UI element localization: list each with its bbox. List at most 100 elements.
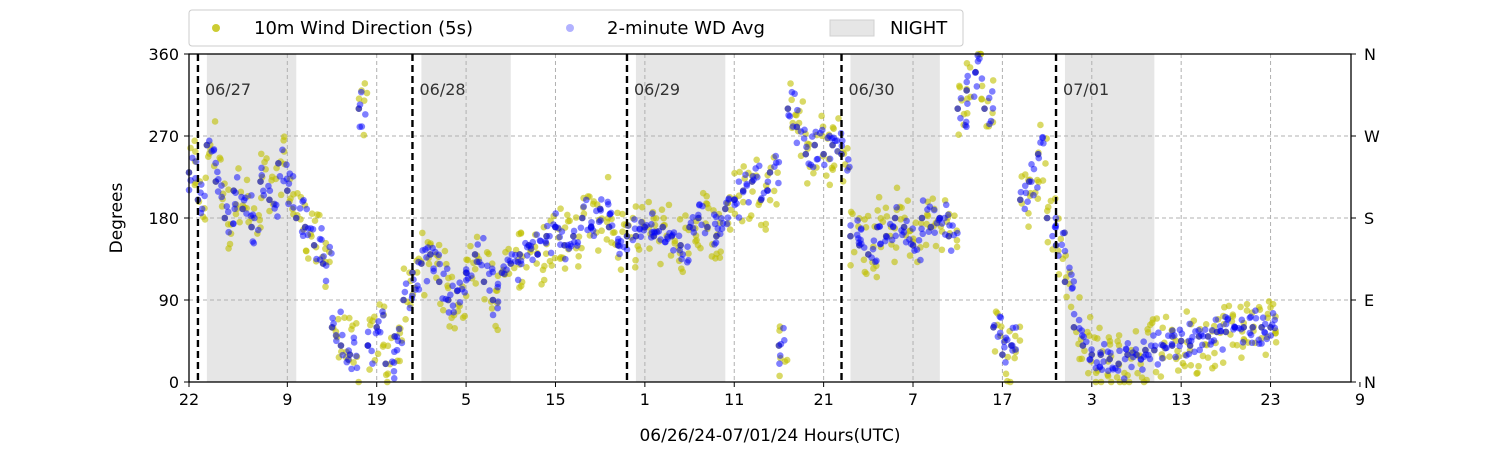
wd-avg-point-17 <box>337 342 345 349</box>
wd-5s-scatter <box>892 244 900 251</box>
wd-avg-scatter <box>589 227 597 234</box>
wd-avg-scatter <box>711 241 718 248</box>
wd-avg-scatter <box>229 220 237 227</box>
wd-avg-scatter <box>565 245 573 252</box>
wd-5s-scatter <box>1174 347 1181 355</box>
wd-avg-scatter <box>243 210 250 217</box>
wd-avg-point-9 <box>266 196 273 204</box>
wd-avg-point-26 <box>418 260 425 267</box>
wd-avg-scatter <box>339 351 347 359</box>
wd-avg-scatter <box>494 304 501 312</box>
wd-avg-scatter <box>846 163 853 171</box>
wd-avg-point-91 <box>999 351 1006 358</box>
wd-avg-scatter <box>368 347 375 355</box>
wd-avg-point-84 <box>936 214 944 222</box>
wd-avg-scatter <box>225 228 232 236</box>
wd-5s-scatter <box>697 244 704 252</box>
wd-avg-scatter <box>1187 337 1195 345</box>
wd-avg-scatter <box>1107 349 1114 357</box>
wd-avg-scatter <box>988 88 996 95</box>
wd-5s-scatter <box>1233 341 1241 349</box>
wd-avg-scatter <box>604 198 612 206</box>
wd-avg-scatter <box>1024 198 1031 206</box>
wd-5s-scatter <box>1011 354 1018 362</box>
wd-5s-scatter <box>699 189 707 197</box>
wd-5s-scatter <box>922 241 930 249</box>
wd-5s-scatter <box>539 266 547 274</box>
wd-avg-scatter <box>514 276 522 284</box>
wd-5s-scatter <box>322 283 329 291</box>
wd-5s-scatter <box>912 219 920 227</box>
wd-avg-scatter <box>1145 351 1152 359</box>
wd-avg-scatter <box>258 164 265 172</box>
wd-5s-scatter <box>998 323 1005 330</box>
wd-avg-scatter <box>976 55 983 62</box>
wd-5s-scatter <box>1153 315 1161 322</box>
wd-5s-scatter <box>421 291 428 299</box>
legend-label-night: NIGHT <box>890 18 948 39</box>
wd-5s-scatter <box>1146 321 1154 329</box>
wd-avg-scatter <box>322 262 330 269</box>
wd-5s-scatter <box>762 226 769 233</box>
wd-avg-scatter <box>478 261 485 269</box>
wd-5s-scatter <box>1081 347 1088 355</box>
wd-5s-scatter <box>787 80 794 87</box>
wd-avg-scatter <box>546 232 553 240</box>
wd-avg-scatter <box>1088 346 1095 353</box>
wd-5s-scatter <box>978 82 986 90</box>
wd-5s-scatter <box>439 306 447 314</box>
wd-5s-scatter <box>619 210 626 218</box>
wd-avg-point-32 <box>471 251 479 258</box>
wd-5s-scatter <box>883 213 891 220</box>
wd-avg-scatter <box>892 232 900 240</box>
x-axis-ticks: 22 9 19 5 15 1 11 21 7 17 3 13 23 9 <box>179 382 1365 409</box>
wd-avg-scatter <box>449 302 457 309</box>
wd-5s-scatter <box>873 273 881 281</box>
wd-5s-scatter <box>471 265 479 273</box>
wd-avg-point-99 <box>1070 324 1078 331</box>
wd-5s-scatter <box>464 256 472 264</box>
wd-5s-scatter <box>929 195 937 203</box>
wd-5s-scatter <box>747 212 755 219</box>
wd-avg-scatter <box>1140 338 1147 346</box>
wd-avg-scatter <box>1039 134 1046 142</box>
wd-avg-scatter <box>374 327 382 335</box>
wd-avg-scatter <box>776 360 783 367</box>
wd-avg-scatter <box>1139 366 1146 373</box>
wd-avg-point-111 <box>1177 337 1185 345</box>
wd-5s-scatter <box>1194 369 1201 377</box>
wd-5s-scatter <box>446 323 453 330</box>
wd-avg-scatter <box>1114 367 1122 374</box>
x-axis-label: 06/26/24-07/01/24 Hours(UTC) <box>639 426 900 446</box>
wd-5s-scatter <box>877 214 885 222</box>
wd-avg-scatter <box>547 249 555 257</box>
wd-avg-scatter <box>957 114 964 122</box>
wd-avg-scatter <box>431 248 439 256</box>
wd-avg-scatter <box>911 247 918 254</box>
y-axis-ticks: 0 90 180 270 360 <box>148 45 189 392</box>
wd-avg-scatter <box>631 216 638 223</box>
wd-avg-scatter <box>218 193 225 201</box>
wd-5s-scatter <box>308 210 316 217</box>
wd-avg-scatter <box>710 211 718 218</box>
wd-5s-scatter <box>266 207 273 215</box>
wd-avg-scatter <box>854 217 861 224</box>
wd-avg-scatter <box>582 196 590 204</box>
wd-5s-scatter <box>1187 361 1195 369</box>
wd-5s-scatter <box>232 210 240 218</box>
wd-avg-scatter <box>1075 316 1083 324</box>
wd-avg-scatter <box>1248 339 1256 347</box>
wd-avg-scatter <box>356 101 364 108</box>
wd-avg-scatter <box>616 250 623 258</box>
wd-avg-scatter <box>820 161 828 169</box>
wd-5s-scatter <box>211 118 219 125</box>
x-tick-label-12: 23 <box>1260 390 1280 409</box>
legend-label-wd-5s: 10m Wind Direction (5s) <box>254 18 473 39</box>
wd-avg-scatter <box>800 135 808 142</box>
wd-avg-scatter <box>1222 320 1230 328</box>
wd-5s-scatter <box>502 248 509 256</box>
legend-box <box>188 9 964 47</box>
wd-5s-scatter <box>1229 312 1237 320</box>
wd-5s-scatter <box>1183 308 1191 315</box>
wd-avg-scatter <box>1030 191 1037 199</box>
